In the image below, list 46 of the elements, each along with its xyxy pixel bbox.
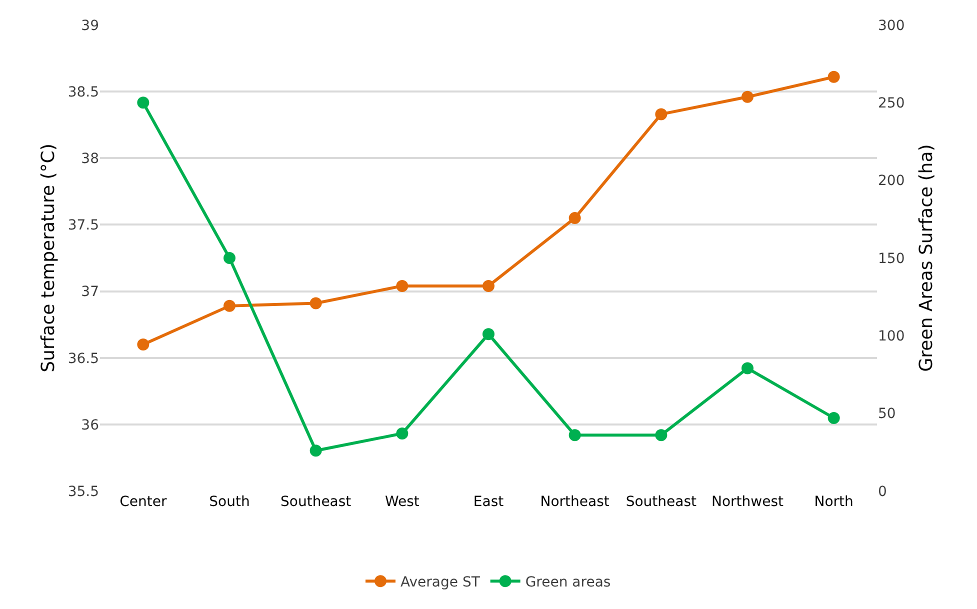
x-tick-label: East [473, 494, 504, 510]
y-tick-label: 36.5 [68, 350, 99, 367]
point [742, 90, 754, 103]
point [568, 429, 581, 442]
x-tick-label: Center [120, 494, 167, 510]
y2-tick-label: 200 [878, 173, 905, 190]
point [396, 280, 408, 292]
y2-tick-label: 300 [878, 18, 905, 34]
y-tick-label: 35.5 [68, 484, 99, 500]
x-tick-label: South [209, 494, 250, 510]
point [224, 252, 236, 264]
point [310, 444, 322, 457]
y2-axis-title: Green Areas Surface (ha) [916, 144, 937, 372]
point [310, 297, 322, 310]
x-tick-label: Northeast [540, 494, 610, 510]
x-tick-label: Northwest [711, 494, 784, 510]
x-tick-label: West [384, 494, 420, 510]
y-tick-label: 36 [81, 417, 100, 434]
y-tick-label: 37 [81, 284, 99, 300]
point [655, 108, 668, 120]
point [137, 338, 150, 351]
point [137, 96, 150, 109]
point [742, 362, 754, 374]
point [655, 429, 668, 442]
x-tick-label: North [814, 494, 854, 510]
point [568, 212, 581, 224]
x-tick-label: Southeast [280, 494, 352, 510]
point [828, 70, 840, 83]
legend-label: Green areas [525, 574, 611, 591]
point [396, 428, 408, 440]
y-tick-label: 37.5 [68, 218, 99, 234]
y2-tick-label: 100 [878, 328, 905, 345]
y-tick-label: 38 [81, 151, 99, 168]
point [482, 280, 494, 292]
x-tick-label: Southeast [626, 494, 698, 510]
y2-tick-label: 250 [878, 96, 905, 112]
point [224, 300, 236, 312]
y-tick-label: 39 [81, 18, 99, 34]
point [828, 412, 840, 424]
y-axis-title: Surface temperature (°C) [38, 144, 59, 372]
y2-tick-label: 150 [878, 250, 905, 267]
y-tick-label: 38.5 [68, 84, 99, 100]
y2-tick-label: 50 [878, 406, 896, 422]
legend-label: Average ST [400, 574, 480, 591]
y2-tick-label: 0 [878, 484, 887, 500]
point [482, 328, 494, 340]
